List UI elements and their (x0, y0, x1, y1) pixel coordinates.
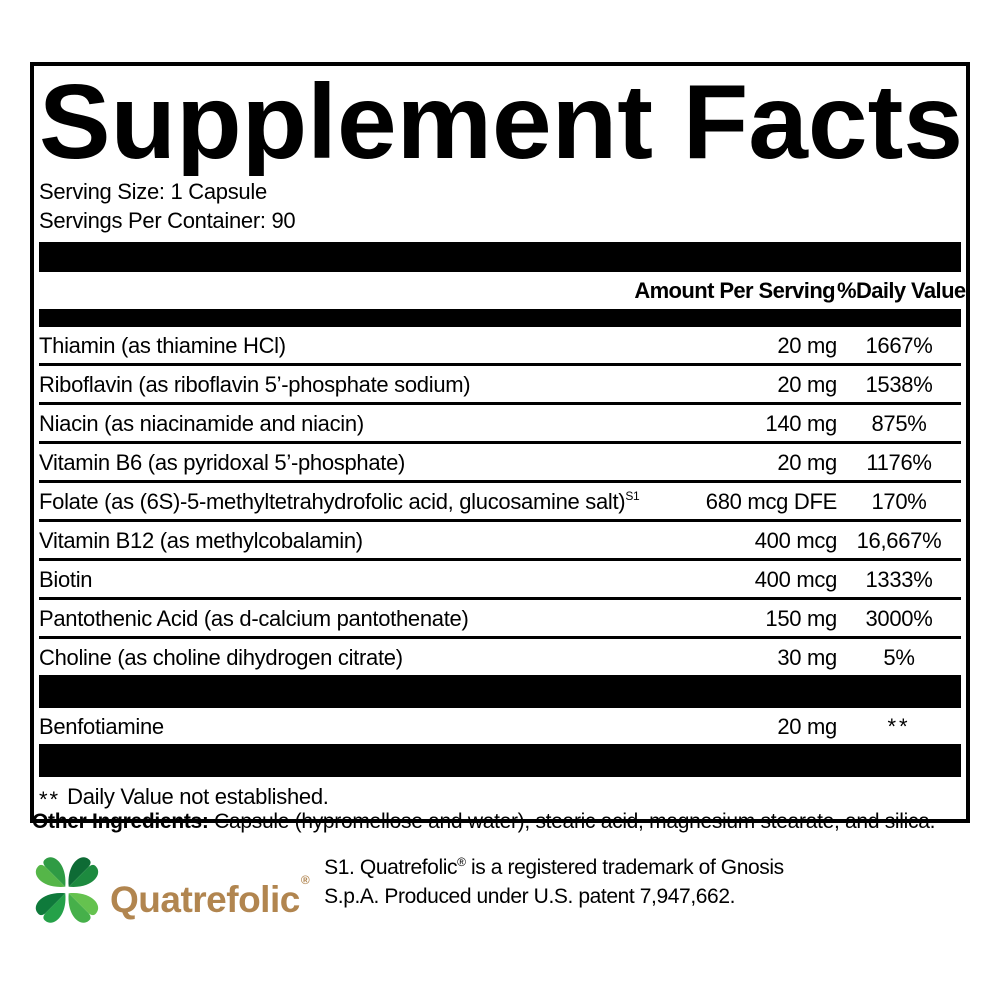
table-row-vitamin-b12: Vitamin B12 (as methylcobalamin) 400 mcg… (39, 522, 961, 562)
table-row-vitamin-b6: Vitamin B6 (as pyridoxal 5’-phosphate) 2… (39, 444, 961, 484)
nutrient-name: Benfotiamine (39, 714, 164, 740)
nutrient-amount: 150 mg (765, 606, 837, 632)
column-header: Amount Per Serving %Daily Value (39, 272, 966, 309)
footnote-text: Daily Value not established. (67, 784, 329, 810)
column-header-amount: Amount Per Serving (634, 278, 835, 304)
table-row-riboflavin: Riboflavin (as riboflavin 5’-phosphate s… (39, 366, 961, 406)
nutrient-dv: 875% (871, 411, 927, 437)
table-row-benfotiamine: Benfotiamine 20 mg ** (39, 708, 961, 744)
table-row-folate: Folate (as (6S)-5-methyltetrahydrofolic … (39, 483, 961, 523)
trademark-line1-before: S1. Quatrefolic (324, 856, 458, 879)
nutrient-name: Pantothenic Acid (as d-calcium pantothen… (39, 606, 469, 632)
nutrient-dv: 170% (871, 489, 927, 515)
quatrefolic-logo: Quatrefolic® (28, 850, 310, 930)
nutrient-name: Folate (as (6S)-5-methyltetrahydrofolic … (39, 489, 706, 515)
trademark-line-2: S.p.A. Produced under U.S. patent 7,947,… (324, 885, 736, 909)
nutrient-name: Biotin (39, 567, 93, 593)
clover-leaf-top-left (35, 857, 66, 887)
trademark-line1-after: is a registered trademark of Gnosis (465, 856, 784, 879)
divider-bar-top (39, 242, 961, 273)
nutrient-name: Riboflavin (as riboflavin 5’-phosphate s… (39, 372, 471, 398)
nutrient-amount: 20 mg (777, 450, 837, 476)
table-row-thiamin: Thiamin (as thiamine HCl) 20 mg 1667% (39, 327, 961, 367)
nutrient-dv: 3000% (865, 606, 933, 632)
nutrient-dv: ** (887, 714, 911, 740)
nutrient-name: Choline (as choline dihydrogen citrate) (39, 645, 403, 671)
clover-icon (35, 857, 99, 923)
nutrient-amount: 20 mg (777, 333, 837, 359)
quatrefolic-wordmark-text: Quatrefolic (110, 878, 300, 920)
table-row-choline: Choline (as choline dihydrogen citrate) … (39, 639, 961, 675)
other-ingredients-text: Capsule (hypromellose and water), steari… (208, 810, 936, 833)
nutrient-amount: 400 mcg (754, 567, 838, 593)
nutrient-amount: 140 mg (765, 411, 837, 437)
other-ingredients-label: Other Ingredients: (32, 810, 209, 833)
other-ingredients: Other Ingredients: Capsule (hypromellose… (32, 808, 972, 836)
serving-size: Serving Size: 1 Capsule (39, 179, 267, 204)
trademark-line-1: S1. Quatrefolic® is a registered tradema… (324, 853, 784, 882)
nutrient-amount: 30 mg (777, 645, 837, 671)
nutrient-dv: 1538% (865, 372, 933, 398)
footnote-reference: S1 (625, 488, 640, 503)
nutrient-amount: 680 mcg DFE (705, 489, 838, 515)
trademark-block: Quatrefolic® S1. Quatrefolic® is a regis… (28, 850, 784, 930)
nutrient-dv: 16,667% (856, 528, 942, 554)
divider-bar-section-2 (39, 744, 961, 778)
nutrient-name: Vitamin B12 (as methylcobalamin) (39, 528, 363, 554)
nutrient-amount: 20 mg (777, 372, 837, 398)
divider-bar-section-1 (39, 675, 961, 709)
table-row-biotin: Biotin 400 mcg 1333% (39, 561, 961, 601)
registered-mark-icon: ® (300, 873, 310, 888)
nutrient-dv: 1176% (866, 450, 932, 476)
divider-bar-header (39, 309, 961, 328)
nutrient-name: Thiamin (as thiamine HCl) (39, 333, 286, 359)
clover-leaf-bottom-right (68, 893, 99, 923)
servings-per-container: Servings Per Container: 90 (39, 207, 296, 233)
registered-mark-inline: ® (457, 855, 466, 869)
nutrient-amount: 20 mg (777, 714, 837, 740)
supplement-facts-panel: Supplement Facts Serving Size: 1 Capsule… (30, 62, 970, 824)
nutrient-dv: 1333% (865, 567, 933, 593)
nutrient-name: Niacin (as niacinamide and niacin) (39, 411, 364, 437)
footnote-marker: ** (39, 787, 61, 813)
nutrient-dv: 5% (883, 645, 915, 671)
column-header-dv: %Daily Value (837, 278, 966, 304)
quatrefolic-wordmark: Quatrefolic® (110, 874, 310, 920)
panel-title-text: Supplement Facts (39, 70, 963, 176)
nutrient-name-text: Folate (as (6S)-5-methyltetrahydrofolic … (39, 489, 626, 515)
nutrient-amount: 400 mcg (754, 528, 838, 554)
clover-leaf-top-right (68, 857, 99, 887)
panel-title: Supplement Facts (39, 70, 963, 176)
nutrient-dv: 1667% (865, 333, 933, 359)
table-row-pantothenic-acid: Pantothenic Acid (as d-calcium pantothen… (39, 600, 961, 640)
nutrient-name: Vitamin B6 (as pyridoxal 5’-phosphate) (39, 450, 406, 476)
trademark-text: S1. Quatrefolic® is a registered tradema… (324, 850, 784, 912)
clover-leaf-bottom-left (35, 893, 66, 923)
daily-value-footnote: ** Daily Value not established. (39, 777, 961, 819)
table-row-niacin: Niacin (as niacinamide and niacin) 140 m… (39, 405, 961, 445)
